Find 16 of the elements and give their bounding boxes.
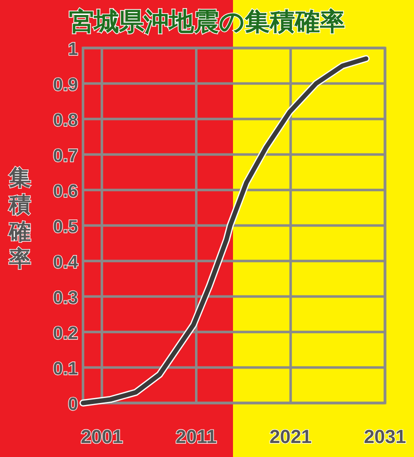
y-tick-label: 0.9 [52, 74, 78, 94]
y-tick-label: 0.3 [52, 288, 78, 308]
x-tick-label: 2011 [176, 427, 218, 448]
y-tick-label: 0.7 [52, 146, 78, 166]
x-tick-label: 2031 [364, 427, 407, 448]
y-tick-label: 0.2 [52, 323, 78, 343]
y-tick-label: 0.8 [52, 110, 78, 130]
y-tick-label: 1 [68, 39, 78, 59]
y-tick-label: 0.5 [52, 216, 78, 236]
y-tick-label: 0.1 [52, 358, 78, 378]
x-tick-label: 2021 [269, 427, 312, 448]
y-axis-title: 集積確率 [8, 165, 31, 271]
y-tick-label: 0 [68, 394, 78, 414]
y-tick-label: 0.6 [52, 181, 78, 201]
y-tick-label: 0.4 [52, 252, 78, 272]
x-tick-label: 2001 [80, 427, 124, 448]
